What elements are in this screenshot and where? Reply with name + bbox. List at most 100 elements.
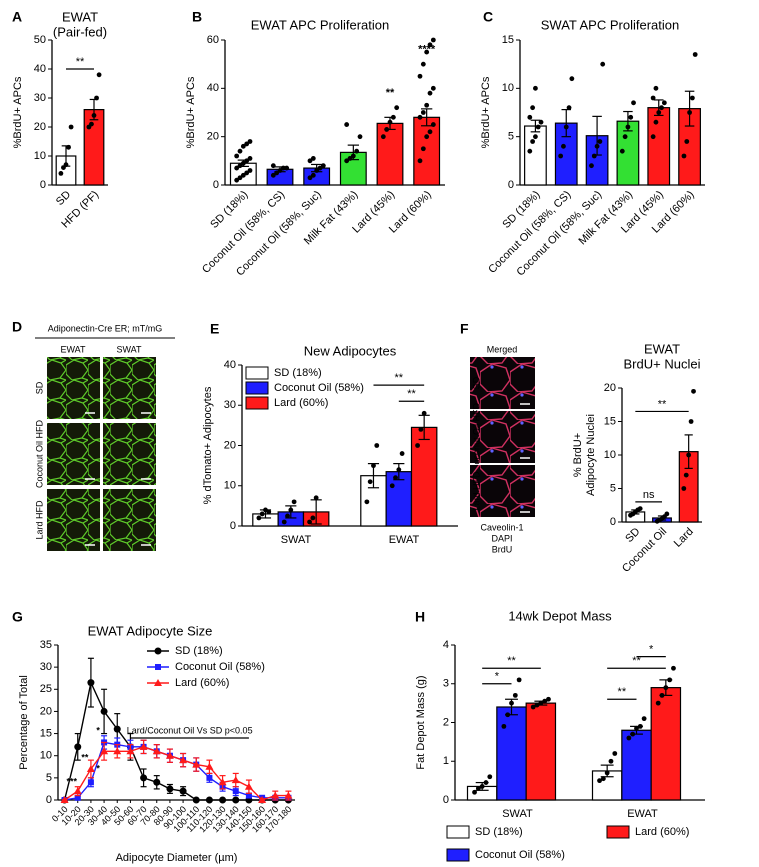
y-axis-label: % BrdU+ xyxy=(572,433,584,477)
data-point xyxy=(86,765,95,772)
image-header: Merged xyxy=(487,344,518,354)
data-point xyxy=(530,105,536,111)
data-point xyxy=(374,443,380,448)
annotation: **** xyxy=(418,44,436,56)
y-tick-label: 5 xyxy=(610,482,616,494)
data-point xyxy=(691,388,696,394)
data-point xyxy=(589,163,594,169)
legend-swatch xyxy=(606,825,630,839)
legend-label: SD (18%) xyxy=(475,826,523,838)
data-point xyxy=(94,95,99,101)
chart-title: EWAT xyxy=(62,9,98,24)
legend-swatch xyxy=(446,825,470,839)
data-point xyxy=(240,143,246,149)
stain-label: DAPI xyxy=(491,533,512,543)
bar xyxy=(647,107,671,186)
data-point xyxy=(417,114,423,120)
data-point xyxy=(628,114,634,120)
data-point xyxy=(192,796,200,804)
data-point xyxy=(479,784,485,789)
data-point xyxy=(266,509,272,515)
data-point xyxy=(655,700,661,706)
data-point xyxy=(320,163,326,169)
data-point xyxy=(58,171,64,176)
data-point xyxy=(663,685,669,691)
bar xyxy=(621,729,652,801)
data-point xyxy=(692,52,698,57)
data-point xyxy=(561,143,566,149)
data-point xyxy=(535,124,541,130)
bar xyxy=(496,706,527,801)
data-point xyxy=(234,153,240,159)
data-point xyxy=(244,782,253,790)
data-point xyxy=(179,756,188,764)
data-point xyxy=(113,725,121,733)
data-point xyxy=(659,105,664,111)
data-point xyxy=(380,134,386,140)
stain-label: BrdU xyxy=(492,544,513,554)
data-point xyxy=(237,163,243,169)
y-tick-label: 0 xyxy=(443,794,449,806)
bar xyxy=(339,151,367,186)
data-point xyxy=(285,513,290,519)
row-label: SD xyxy=(471,376,481,389)
data-point xyxy=(270,163,276,169)
y-tick-label: 10 xyxy=(40,750,52,762)
data-point xyxy=(538,700,544,706)
y-axis-label: %BrdU+ APCs xyxy=(185,76,197,148)
data-point xyxy=(354,148,360,154)
annotation: ** xyxy=(386,87,395,99)
data-point xyxy=(357,134,363,140)
legend-label: Lard (60%) xyxy=(635,826,689,838)
data-point xyxy=(100,747,109,755)
annotation: ** xyxy=(618,686,627,698)
series-line xyxy=(63,680,289,801)
y-tick-label: 10 xyxy=(502,82,514,94)
data-point xyxy=(205,762,214,770)
y-tick-label: 0 xyxy=(40,179,46,191)
data-point xyxy=(420,61,426,67)
chart-title: 14wk Depot Mass xyxy=(508,608,612,623)
data-point xyxy=(689,95,695,101)
y-tick-label: 20 xyxy=(604,382,616,394)
y-tick-label: 30 xyxy=(224,399,236,411)
chart-title: New Adipocytes xyxy=(304,343,397,358)
data-point xyxy=(619,148,625,154)
data-point xyxy=(152,747,161,755)
data-point xyxy=(219,796,227,804)
y-tick-label: 40 xyxy=(34,63,46,75)
y-tick-label: 30 xyxy=(34,92,46,104)
x-tick-label: Lard xyxy=(672,526,696,550)
data-point xyxy=(399,451,405,456)
data-point xyxy=(512,692,518,698)
data-point xyxy=(622,134,628,140)
data-point xyxy=(430,37,436,43)
data-point xyxy=(166,785,174,793)
data-point xyxy=(530,704,536,710)
annotation: * xyxy=(96,726,100,736)
micrograph xyxy=(103,489,156,551)
legend-marker xyxy=(155,664,161,670)
data-point xyxy=(288,507,294,513)
data-point xyxy=(424,49,430,55)
annotation: * xyxy=(649,644,654,656)
data-point xyxy=(165,751,174,759)
image-header: Adiponectin-Cre ER; mT/mG xyxy=(48,323,163,333)
data-point xyxy=(281,519,287,525)
series-line xyxy=(64,746,289,801)
legend-swatch xyxy=(446,848,470,862)
micrograph xyxy=(470,411,535,463)
y-tick-label: 0 xyxy=(46,794,52,806)
data-point xyxy=(89,121,94,127)
data-point xyxy=(683,472,689,478)
data-point xyxy=(546,696,551,702)
data-point xyxy=(277,168,283,173)
chart-title: EWAT APC Proliferation xyxy=(251,17,389,32)
y-tick-label: 10 xyxy=(224,480,236,492)
data-point xyxy=(384,127,390,132)
data-point xyxy=(671,665,676,671)
data-point xyxy=(659,692,665,698)
data-point xyxy=(424,134,430,140)
data-point xyxy=(534,702,540,708)
